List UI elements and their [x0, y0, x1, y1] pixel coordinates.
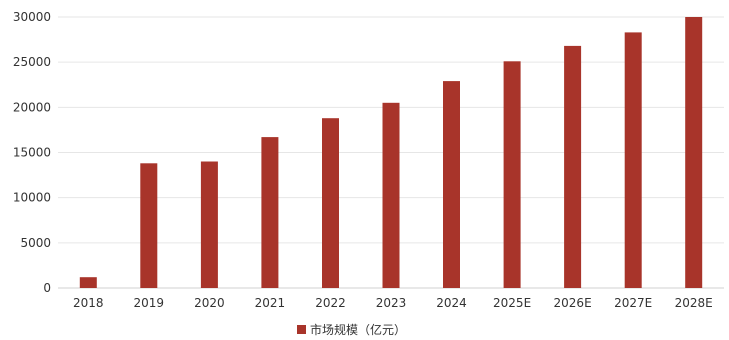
x-tick-label: 2021	[255, 296, 286, 310]
x-tick-label: 2024	[436, 296, 467, 310]
y-tick-label: 30000	[13, 10, 51, 24]
legend-swatch	[297, 325, 306, 334]
bar-2028E	[685, 17, 703, 288]
bar-2021	[261, 137, 279, 288]
bar-2026E	[564, 45, 582, 289]
legend: 市场规模（亿元）	[297, 322, 406, 337]
y-tick-label: 25000	[13, 55, 51, 69]
x-tick-label: 2018	[73, 296, 104, 310]
y-tick-label: 15000	[13, 146, 51, 160]
x-tick-label: 2026E	[554, 296, 592, 310]
x-tick-label: 2025E	[493, 296, 531, 310]
bar-2020	[200, 161, 218, 288]
x-tick-label: 2020	[194, 296, 225, 310]
bar-2027E	[624, 32, 642, 289]
legend-label: 市场规模（亿元）	[310, 322, 406, 337]
x-tick-label: 2028E	[675, 296, 713, 310]
y-tick-label: 20000	[13, 100, 51, 114]
bar-2018	[79, 277, 97, 288]
bar-2022	[322, 118, 339, 288]
bar-2023	[382, 102, 400, 288]
x-tick-label: 2022	[315, 296, 346, 310]
x-tick-label: 2019	[134, 296, 165, 310]
x-tick-label: 2027E	[614, 296, 652, 310]
bar-2024	[443, 81, 460, 288]
bar-2019	[140, 163, 158, 288]
y-axis-ticks: 0 5000 10000 15000 20000 25000 30000	[13, 10, 51, 295]
bars	[79, 17, 703, 289]
x-axis-ticks: 2018 2019 2020 2021 2022 2023 2024 2025E 2026E 20…	[73, 296, 713, 310]
y-tick-label: 0	[43, 281, 51, 295]
y-tick-label: 5000	[20, 236, 51, 250]
y-tick-label: 10000	[13, 191, 51, 205]
x-tick-label: 2023	[376, 296, 407, 310]
bar-2025E	[503, 61, 521, 288]
